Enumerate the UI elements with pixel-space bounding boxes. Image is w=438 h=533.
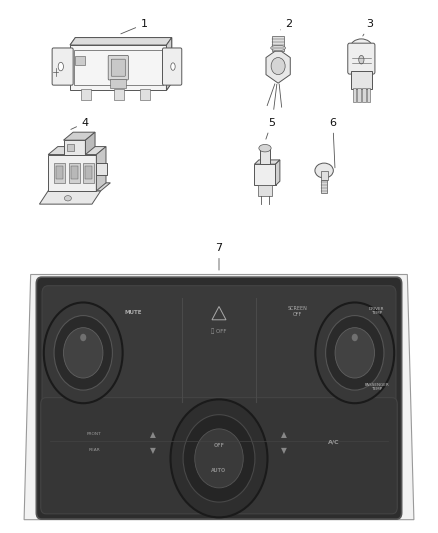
Text: REAR: REAR [88, 448, 100, 453]
FancyBboxPatch shape [254, 164, 276, 185]
Polygon shape [64, 140, 85, 155]
Ellipse shape [259, 144, 271, 152]
Ellipse shape [315, 163, 333, 178]
Polygon shape [266, 49, 290, 83]
FancyBboxPatch shape [85, 166, 92, 179]
Ellipse shape [315, 302, 394, 403]
Text: MUTE: MUTE [125, 310, 142, 316]
FancyBboxPatch shape [42, 286, 396, 415]
Ellipse shape [170, 399, 268, 518]
Ellipse shape [325, 316, 384, 390]
Polygon shape [96, 163, 107, 175]
Polygon shape [70, 37, 172, 90]
FancyBboxPatch shape [321, 180, 327, 193]
Ellipse shape [335, 328, 374, 378]
Ellipse shape [64, 328, 103, 378]
FancyBboxPatch shape [67, 144, 74, 151]
FancyBboxPatch shape [110, 78, 126, 88]
Polygon shape [48, 183, 110, 191]
FancyBboxPatch shape [357, 88, 361, 102]
Text: ▼: ▼ [150, 446, 156, 455]
Ellipse shape [359, 55, 364, 64]
FancyBboxPatch shape [353, 88, 356, 102]
FancyBboxPatch shape [36, 277, 402, 519]
FancyBboxPatch shape [70, 45, 166, 90]
FancyBboxPatch shape [258, 185, 272, 196]
Text: OFF: OFF [214, 443, 224, 448]
FancyBboxPatch shape [56, 166, 63, 179]
Text: ▲: ▲ [281, 430, 287, 439]
Ellipse shape [183, 415, 255, 502]
Ellipse shape [54, 316, 113, 390]
FancyBboxPatch shape [140, 89, 150, 100]
Ellipse shape [58, 62, 64, 71]
Polygon shape [276, 160, 280, 185]
Text: ▼: ▼ [281, 446, 287, 455]
FancyBboxPatch shape [52, 48, 73, 85]
Text: FRONT: FRONT [87, 432, 102, 437]
Text: 2: 2 [280, 19, 293, 30]
Ellipse shape [271, 45, 286, 51]
Text: 7: 7 [215, 243, 223, 270]
Ellipse shape [350, 39, 372, 56]
Text: 5: 5 [266, 118, 275, 139]
Ellipse shape [80, 334, 86, 341]
FancyBboxPatch shape [272, 36, 284, 51]
Ellipse shape [195, 429, 243, 488]
FancyBboxPatch shape [71, 166, 78, 179]
Polygon shape [70, 37, 172, 45]
Text: AUTO: AUTO [212, 467, 226, 473]
Text: 6: 6 [329, 118, 336, 168]
Ellipse shape [171, 63, 175, 70]
FancyBboxPatch shape [41, 398, 397, 514]
FancyBboxPatch shape [108, 55, 128, 80]
Polygon shape [85, 132, 95, 155]
FancyBboxPatch shape [83, 163, 94, 183]
FancyBboxPatch shape [321, 171, 328, 180]
Polygon shape [39, 191, 101, 204]
FancyBboxPatch shape [362, 88, 366, 102]
Text: DRIVER
TEMP: DRIVER TEMP [369, 307, 385, 316]
FancyBboxPatch shape [69, 163, 80, 183]
Polygon shape [24, 274, 414, 520]
Polygon shape [48, 147, 106, 155]
Ellipse shape [271, 58, 285, 75]
Text: PASSENGER
TEMP: PASSENGER TEMP [364, 383, 389, 391]
FancyBboxPatch shape [81, 89, 91, 100]
FancyBboxPatch shape [75, 56, 85, 66]
Text: 4: 4 [71, 118, 89, 130]
Text: 1: 1 [121, 19, 148, 34]
Polygon shape [254, 160, 280, 164]
Polygon shape [96, 147, 106, 191]
Ellipse shape [64, 196, 71, 201]
FancyBboxPatch shape [114, 89, 124, 100]
FancyBboxPatch shape [162, 48, 182, 85]
Polygon shape [48, 155, 96, 191]
Ellipse shape [44, 302, 123, 403]
Text: A/C: A/C [328, 440, 339, 445]
FancyBboxPatch shape [351, 71, 372, 89]
Text: Ⓡ OFF: Ⓡ OFF [211, 329, 227, 334]
Text: ▲: ▲ [150, 430, 156, 439]
FancyBboxPatch shape [111, 59, 125, 76]
FancyBboxPatch shape [367, 88, 370, 102]
FancyBboxPatch shape [260, 148, 270, 164]
Ellipse shape [352, 334, 358, 341]
Text: 3: 3 [363, 19, 374, 36]
FancyBboxPatch shape [348, 43, 375, 74]
Text: SCREEN
OFF: SCREEN OFF [288, 306, 308, 317]
FancyBboxPatch shape [54, 163, 65, 183]
Polygon shape [64, 132, 95, 140]
Polygon shape [166, 37, 172, 90]
